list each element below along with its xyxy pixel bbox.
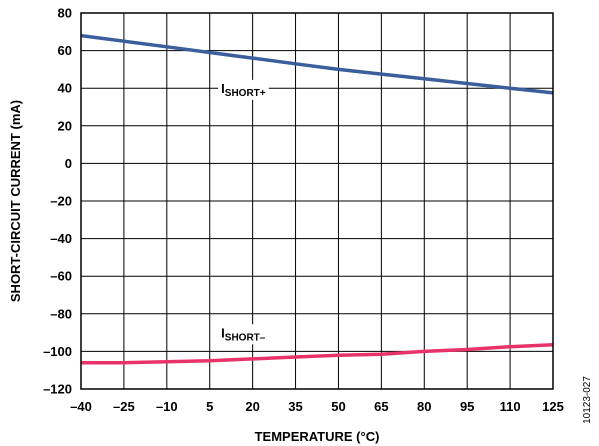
y-tick-label: 60 xyxy=(58,43,72,58)
y-tick-label: –40 xyxy=(50,231,72,246)
y-tick-label: –60 xyxy=(50,269,72,284)
y-tick-label: 0 xyxy=(65,156,72,171)
x-tick-label: 95 xyxy=(460,399,474,414)
x-tick-label: –40 xyxy=(70,399,92,414)
y-tick-label: –100 xyxy=(43,344,72,359)
series-line-ishort-minus xyxy=(81,343,554,365)
plot-frame xyxy=(80,12,554,390)
series-label-background xyxy=(218,324,269,345)
x-tick-labels: –40 –25 –10 5 20 35 50 65 80 95 110 125 xyxy=(70,399,564,414)
series-label-ishort-minus: ISHORT– xyxy=(221,325,266,343)
series-lines xyxy=(80,33,554,365)
figure-code: 10123-027 xyxy=(582,376,593,424)
series-label-main: I xyxy=(221,81,225,96)
series-labels: ISHORT+ ISHORT– xyxy=(218,79,269,345)
series-label-ishort-plus: ISHORT+ xyxy=(221,81,266,99)
x-tick-label: 50 xyxy=(331,399,345,414)
x-tick-label: 65 xyxy=(374,399,388,414)
series-label-sub: SHORT+ xyxy=(225,88,266,99)
y-tick-label: 40 xyxy=(58,81,72,96)
y-tick-label: –120 xyxy=(43,382,72,397)
y-tick-label: 80 xyxy=(58,6,72,21)
series-line-ishort-plus xyxy=(80,33,554,95)
x-tick-label: 110 xyxy=(500,399,521,414)
series-label-main: I xyxy=(221,325,225,340)
y-tick-label: –20 xyxy=(50,194,72,209)
x-tick-label: –10 xyxy=(156,399,178,414)
series-label-background xyxy=(218,79,269,100)
x-tick-label: 20 xyxy=(245,399,259,414)
grid xyxy=(80,12,554,390)
x-tick-label: –25 xyxy=(113,399,135,414)
y-axis-title: SHORT-CIRCUIT CURRENT (mA) xyxy=(8,100,23,302)
series-label-sub: SHORT– xyxy=(225,332,266,343)
x-tick-label: 125 xyxy=(542,399,564,414)
x-tick-label: 5 xyxy=(206,399,213,414)
x-tick-label: 80 xyxy=(417,399,431,414)
y-tick-labels: 80 60 40 20 0 –20 –40 –60 –80 –100 –120 xyxy=(43,6,72,397)
y-tick-label: –80 xyxy=(50,306,72,321)
x-axis-title: TEMPERATURE (°C) xyxy=(255,429,380,444)
x-tick-label: 35 xyxy=(288,399,302,414)
y-tick-label: 20 xyxy=(58,118,72,133)
